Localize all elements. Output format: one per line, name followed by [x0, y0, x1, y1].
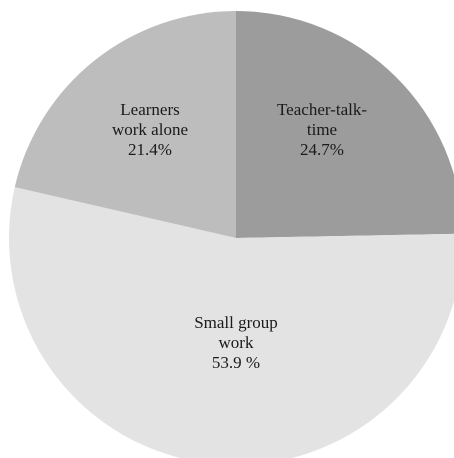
- slice-learners-work-alone: [14, 11, 237, 238]
- pie-labels: Teacher-talk-time 24.7% Small group work 53.…: [112, 100, 367, 372]
- label-line: work: [219, 333, 254, 352]
- slice-teacher-talk-time-label: Teacher-talk-time 24.7%: [277, 100, 367, 159]
- slice-small-group-work: [9, 187, 454, 458]
- label-line: Small group: [194, 313, 278, 332]
- label-line: Learners: [120, 100, 179, 119]
- slice-teacher-talk-time: [236, 11, 454, 238]
- label-line: 21.4%: [128, 140, 172, 159]
- label-line: work alone: [112, 120, 188, 139]
- label-line: time: [307, 120, 337, 139]
- label-line: 53.9 %: [212, 353, 260, 372]
- slice-learners-work-alone-label: Learners work alone 21.4%: [112, 100, 188, 159]
- slice-small-group-work-label: Small group work 53.9 %: [194, 313, 278, 372]
- pie-slices: [9, 11, 454, 458]
- label-line: Teacher-talk-: [277, 100, 367, 119]
- label-line: 24.7%: [300, 140, 344, 159]
